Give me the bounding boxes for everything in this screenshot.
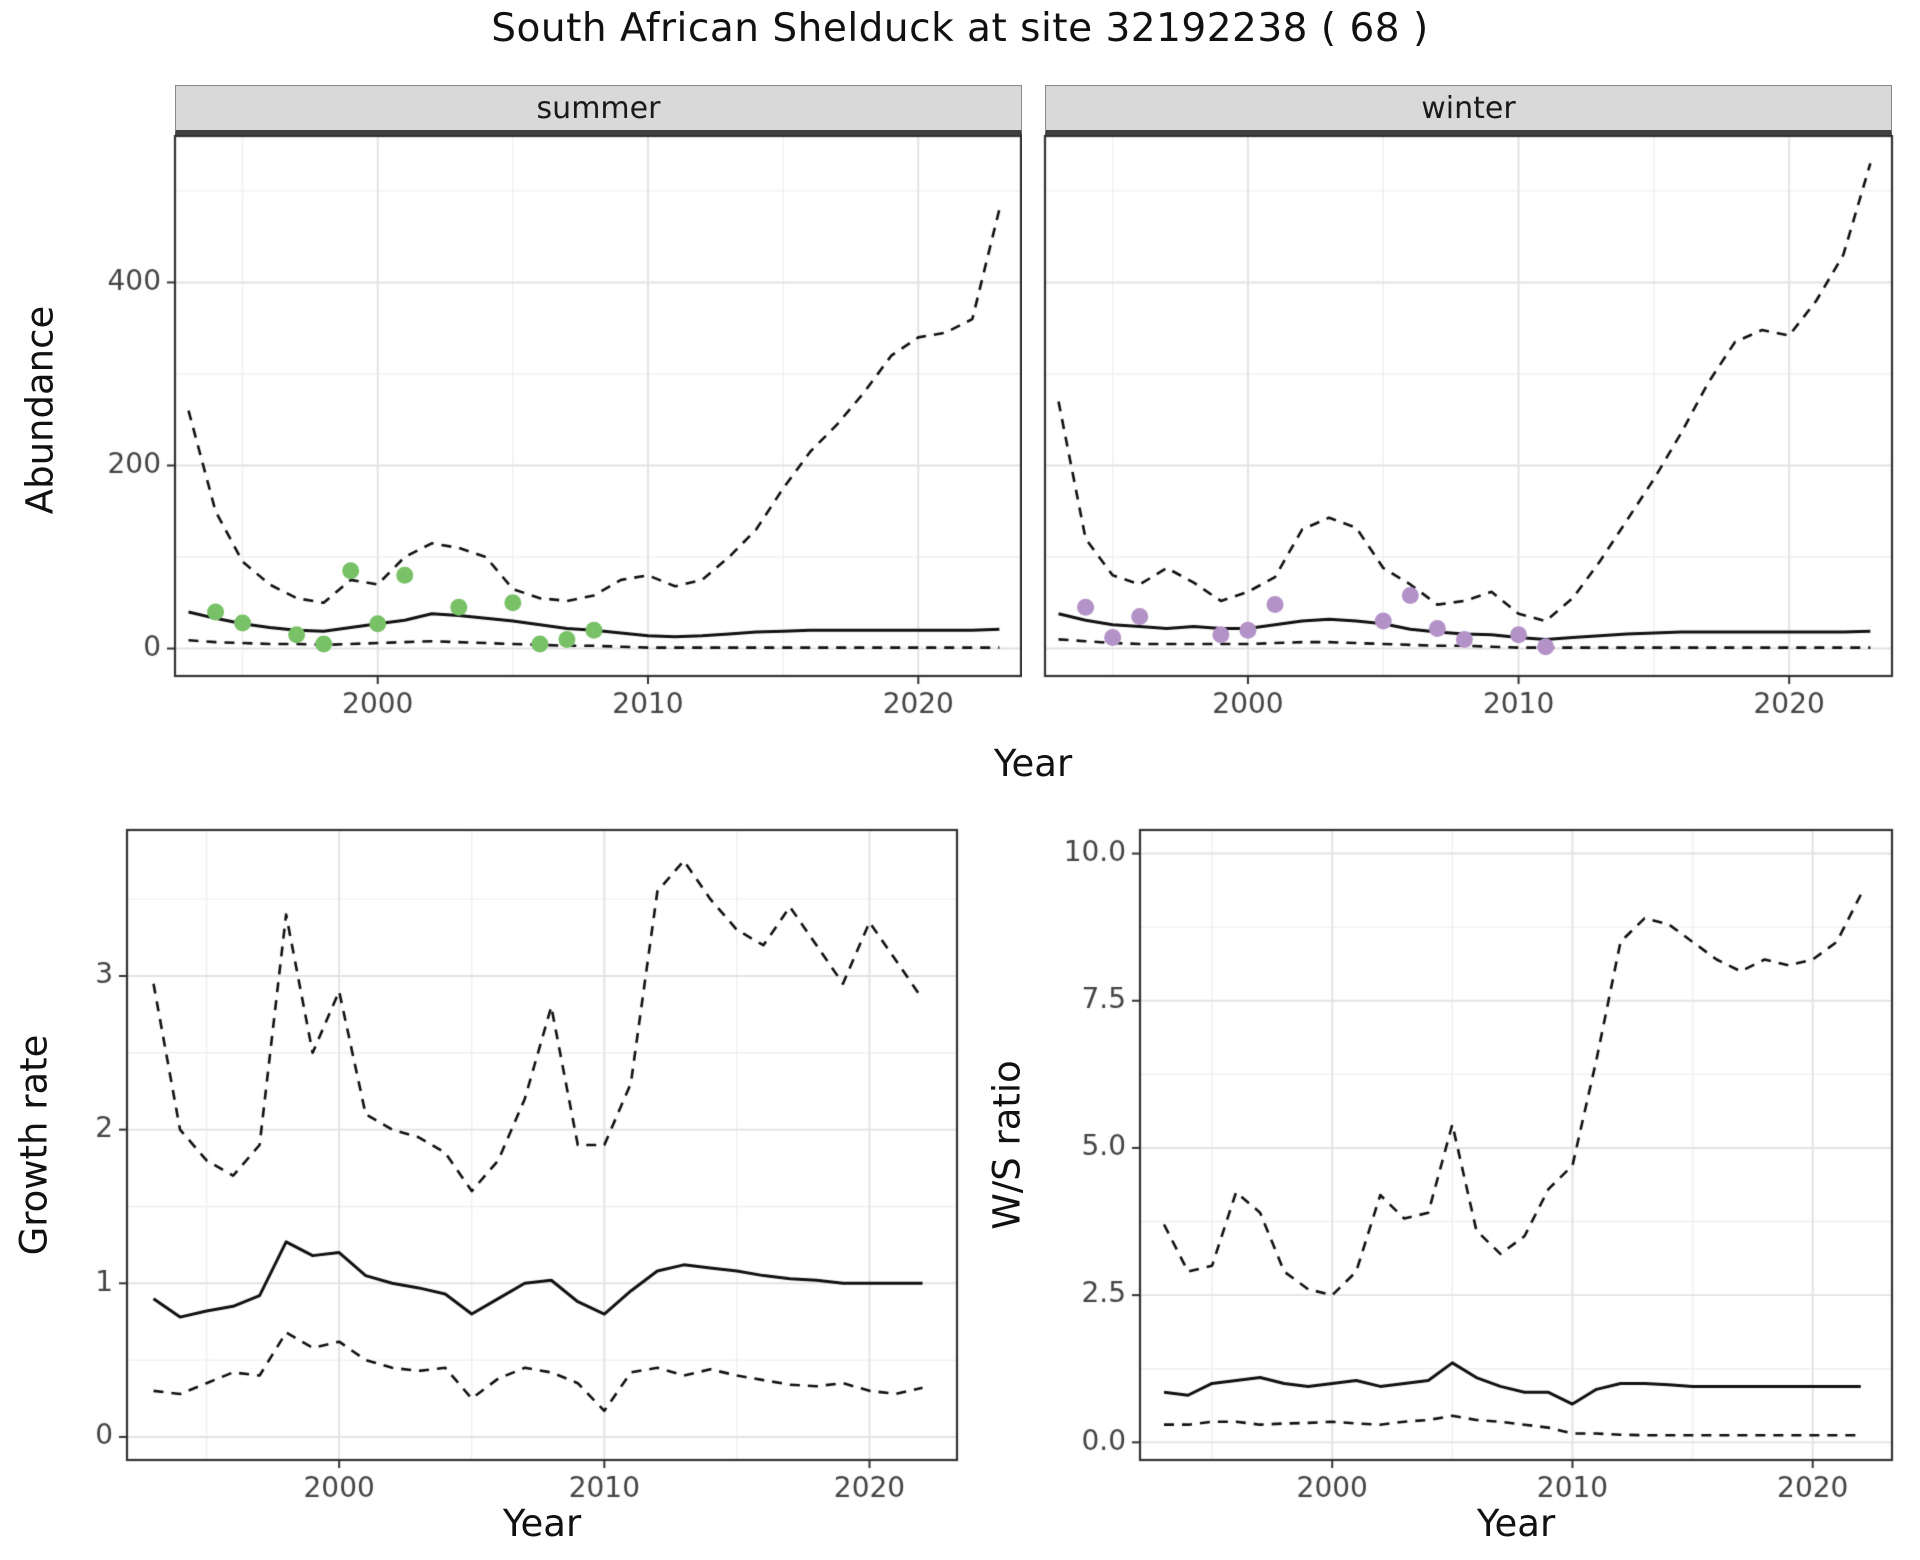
growth-rate-panel [55,825,965,1525]
x-axis-label-year-ws: Year [1476,1502,1556,1545]
page-title: South African Shelduck at site 32192238 … [491,6,1429,51]
summer-abundance-panel [100,135,1022,735]
winter-abundance-panel [1035,135,1895,735]
y-axis-label-growth-rate: Growth rate [12,1034,56,1256]
y-axis-label-ws-ratio: W/S ratio [985,1060,1029,1230]
y-axis-label-abundance: Abundance [18,305,62,515]
facet-strip-summer: summer [175,85,1022,135]
x-axis-label-year-growth: Year [502,1502,582,1545]
facet-strip-winter: winter [1045,85,1892,135]
facet-strip-summer-label: summer [536,90,661,126]
x-axis-label-year-top: Year [993,742,1073,785]
facet-strip-winter-label: winter [1421,90,1516,126]
ws-ratio-panel [1025,825,1900,1525]
